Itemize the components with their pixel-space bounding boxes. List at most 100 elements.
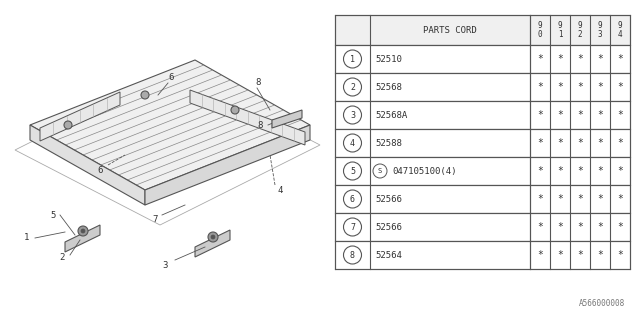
Bar — [335, 45, 630, 73]
Bar — [335, 73, 630, 101]
Polygon shape — [145, 125, 310, 205]
Text: *: * — [557, 250, 563, 260]
Text: 9
4: 9 4 — [618, 21, 622, 39]
Bar — [335, 157, 630, 185]
Text: 4: 4 — [350, 139, 355, 148]
Text: *: * — [597, 54, 603, 64]
Text: 5: 5 — [51, 211, 56, 220]
Text: *: * — [537, 54, 543, 64]
Text: 52588: 52588 — [375, 139, 402, 148]
Text: 1: 1 — [24, 234, 29, 243]
Circle shape — [344, 246, 362, 264]
Text: *: * — [557, 110, 563, 120]
Bar — [335, 241, 630, 269]
Text: 52568: 52568 — [375, 83, 402, 92]
Text: 6: 6 — [97, 165, 102, 174]
Text: *: * — [577, 166, 583, 176]
Text: 6: 6 — [168, 73, 173, 82]
Text: *: * — [557, 194, 563, 204]
Text: 6: 6 — [350, 195, 355, 204]
Circle shape — [211, 235, 215, 239]
Text: A566000008: A566000008 — [579, 299, 625, 308]
Text: 52566: 52566 — [375, 222, 402, 231]
Circle shape — [344, 218, 362, 236]
Text: 047105100(4): 047105100(4) — [392, 166, 456, 175]
Circle shape — [344, 162, 362, 180]
Polygon shape — [40, 92, 120, 141]
Text: 9
1: 9 1 — [557, 21, 563, 39]
Text: *: * — [537, 250, 543, 260]
Text: *: * — [597, 250, 603, 260]
Text: 7: 7 — [350, 222, 355, 231]
Text: 4: 4 — [277, 186, 283, 195]
Text: *: * — [577, 194, 583, 204]
Polygon shape — [30, 125, 145, 205]
Text: 9
0: 9 0 — [538, 21, 542, 39]
Text: 3: 3 — [350, 110, 355, 119]
Text: *: * — [577, 222, 583, 232]
Text: *: * — [537, 110, 543, 120]
Circle shape — [78, 226, 88, 236]
Text: *: * — [597, 110, 603, 120]
Circle shape — [344, 190, 362, 208]
Text: 9
2: 9 2 — [578, 21, 582, 39]
Text: *: * — [537, 194, 543, 204]
Text: 52566: 52566 — [375, 195, 402, 204]
Text: *: * — [617, 222, 623, 232]
Text: *: * — [617, 54, 623, 64]
Circle shape — [208, 232, 218, 242]
Circle shape — [141, 91, 149, 99]
Text: *: * — [537, 222, 543, 232]
Circle shape — [344, 78, 362, 96]
Polygon shape — [272, 110, 302, 128]
Text: *: * — [617, 250, 623, 260]
Polygon shape — [30, 60, 310, 190]
Text: *: * — [597, 138, 603, 148]
Text: *: * — [537, 138, 543, 148]
Text: *: * — [617, 138, 623, 148]
Polygon shape — [65, 225, 100, 252]
Text: 2: 2 — [60, 253, 65, 262]
Text: *: * — [617, 166, 623, 176]
Circle shape — [344, 50, 362, 68]
Text: *: * — [577, 138, 583, 148]
Text: *: * — [597, 82, 603, 92]
Text: 8: 8 — [257, 121, 262, 130]
Text: PARTS CORD: PARTS CORD — [423, 26, 477, 35]
Circle shape — [344, 134, 362, 152]
Circle shape — [81, 229, 85, 233]
Text: *: * — [577, 54, 583, 64]
Text: 52510: 52510 — [375, 54, 402, 63]
Text: 2: 2 — [350, 83, 355, 92]
Text: *: * — [557, 166, 563, 176]
Text: 8: 8 — [350, 251, 355, 260]
Bar — [335, 213, 630, 241]
Text: 5: 5 — [350, 166, 355, 175]
Text: S: S — [378, 168, 382, 174]
Text: *: * — [617, 110, 623, 120]
Text: *: * — [557, 54, 563, 64]
Text: 9
3: 9 3 — [598, 21, 602, 39]
Bar — [335, 15, 630, 45]
Text: *: * — [597, 166, 603, 176]
Text: 8: 8 — [255, 78, 260, 87]
Text: *: * — [597, 222, 603, 232]
Text: 52564: 52564 — [375, 251, 402, 260]
Circle shape — [373, 164, 387, 178]
Text: 1: 1 — [350, 54, 355, 63]
Text: *: * — [597, 194, 603, 204]
Text: *: * — [577, 110, 583, 120]
Polygon shape — [195, 230, 230, 257]
Polygon shape — [190, 90, 305, 145]
Text: 7: 7 — [152, 215, 157, 225]
Text: *: * — [557, 222, 563, 232]
Text: 3: 3 — [163, 260, 168, 269]
Circle shape — [64, 121, 72, 129]
Bar — [335, 129, 630, 157]
Circle shape — [344, 106, 362, 124]
Bar — [335, 185, 630, 213]
Text: *: * — [537, 166, 543, 176]
Text: *: * — [617, 194, 623, 204]
Circle shape — [231, 106, 239, 114]
Text: *: * — [557, 138, 563, 148]
